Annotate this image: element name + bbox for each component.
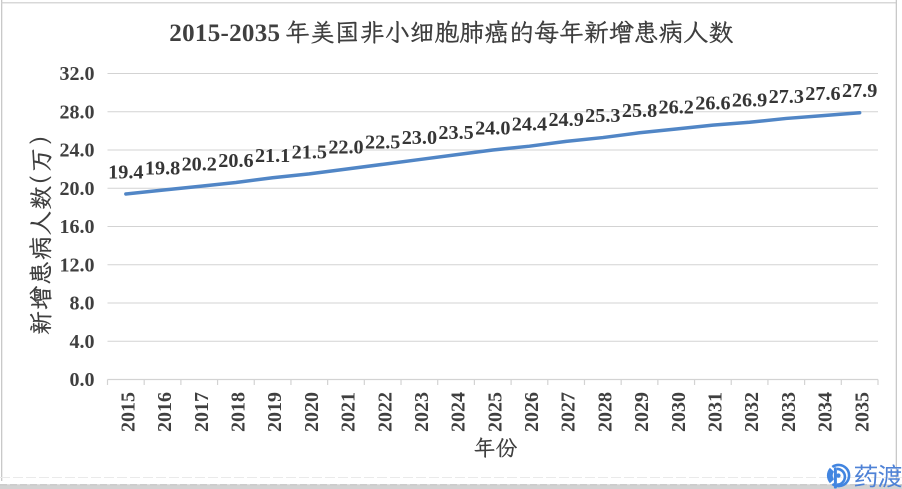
svg-text:2015-2035: 2015-2035 xyxy=(169,20,280,47)
svg-text:2022: 2022 xyxy=(374,392,396,432)
svg-text:4.0: 4.0 xyxy=(70,331,95,353)
svg-text:25.8: 25.8 xyxy=(622,100,657,122)
svg-text:16.0: 16.0 xyxy=(60,216,95,238)
svg-text:25.3: 25.3 xyxy=(585,105,620,127)
svg-text:21.5: 21.5 xyxy=(292,141,327,163)
svg-text:20.2: 20.2 xyxy=(182,154,217,176)
svg-text:26.6: 26.6 xyxy=(695,93,730,115)
svg-text:28.0: 28.0 xyxy=(60,101,95,123)
svg-text:20.0: 20.0 xyxy=(60,178,95,200)
svg-text:2027: 2027 xyxy=(558,392,580,432)
svg-text:2015: 2015 xyxy=(117,392,139,432)
svg-text:2034: 2034 xyxy=(815,392,837,432)
svg-text:24.0: 24.0 xyxy=(475,117,510,139)
svg-text:2030: 2030 xyxy=(668,392,690,432)
svg-text:2017: 2017 xyxy=(191,392,213,432)
svg-text:24.4: 24.4 xyxy=(512,114,547,136)
svg-text:26.9: 26.9 xyxy=(732,90,767,112)
svg-text:24.0: 24.0 xyxy=(60,140,95,162)
svg-text:27.3: 27.3 xyxy=(769,86,804,108)
svg-text:2032: 2032 xyxy=(741,392,763,432)
svg-text:20.6: 20.6 xyxy=(218,150,253,172)
svg-text:23.5: 23.5 xyxy=(438,122,473,144)
svg-text:2021: 2021 xyxy=(338,392,360,432)
svg-text:2031: 2031 xyxy=(704,392,726,432)
svg-text:2028: 2028 xyxy=(594,392,616,432)
svg-text:27.6: 27.6 xyxy=(805,83,840,105)
svg-text:2016: 2016 xyxy=(154,392,176,432)
svg-text:2023: 2023 xyxy=(411,392,433,432)
svg-text:0.0: 0.0 xyxy=(70,369,95,391)
svg-text:26.2: 26.2 xyxy=(659,96,694,118)
svg-text:23.0: 23.0 xyxy=(402,127,437,149)
svg-text:2019: 2019 xyxy=(264,392,286,432)
svg-text:2020: 2020 xyxy=(301,392,323,432)
svg-text:12.0: 12.0 xyxy=(60,254,95,276)
svg-text:19.4: 19.4 xyxy=(108,161,143,183)
svg-text:22.0: 22.0 xyxy=(328,137,363,159)
svg-text:2026: 2026 xyxy=(521,392,543,432)
svg-text:24.9: 24.9 xyxy=(548,109,583,131)
svg-text:21.1: 21.1 xyxy=(255,145,290,167)
svg-text:2029: 2029 xyxy=(631,392,653,432)
svg-text:32.0: 32.0 xyxy=(60,63,95,85)
svg-text:27.9: 27.9 xyxy=(842,80,877,102)
svg-text:2024: 2024 xyxy=(448,392,470,432)
svg-text:2033: 2033 xyxy=(778,392,800,432)
svg-text:2025: 2025 xyxy=(484,392,506,432)
svg-text:19.8: 19.8 xyxy=(145,158,180,180)
svg-text:8.0: 8.0 xyxy=(70,293,95,315)
svg-text:22.5: 22.5 xyxy=(365,132,400,154)
svg-text:2018: 2018 xyxy=(228,392,250,432)
svg-text:2035: 2035 xyxy=(851,392,873,432)
